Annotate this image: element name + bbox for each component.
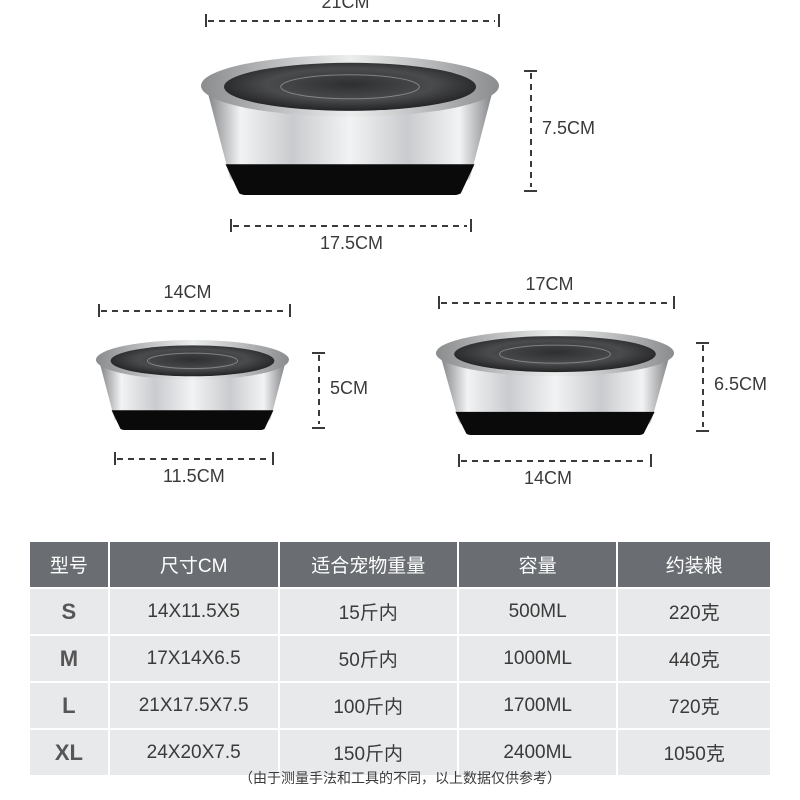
cell-1-1: 17X14X6.5 xyxy=(109,635,279,682)
cell-0-2: 15斤内 xyxy=(279,588,458,635)
cell-1-2: 50斤内 xyxy=(279,635,458,682)
cell-2-0: L xyxy=(29,682,109,729)
dim-label-small-bottom: 11.5CM xyxy=(163,466,225,487)
col-header-1: 尺寸CM xyxy=(109,541,279,588)
bowl-medium xyxy=(435,330,675,435)
cell-1-3: 1000ML xyxy=(458,635,618,682)
table-row: S14X11.5X515斤内500ML220克 xyxy=(29,588,771,635)
bowl-small xyxy=(95,340,290,430)
cell-0-3: 500ML xyxy=(458,588,618,635)
cell-0-0: S xyxy=(29,588,109,635)
dim-label-medium-top: 17CM xyxy=(526,274,574,295)
footnote: （由于测量手法和工具的不同，以上数据仅供参考） xyxy=(0,768,800,788)
cell-1-4: 440克 xyxy=(617,635,771,682)
dim-label-large-height: 7.5CM xyxy=(542,118,595,139)
cell-0-1: 14X11.5X5 xyxy=(109,588,279,635)
table-row: L21X17.5X7.5100斤内1700ML720克 xyxy=(29,682,771,729)
dim-label-small-top: 14CM xyxy=(164,282,212,303)
cell-1-0: M xyxy=(29,635,109,682)
col-header-2: 适合宠物重量 xyxy=(279,541,458,588)
dim-label-large-top: 21CM xyxy=(322,0,370,13)
dim-label-large-bottom: 17.5CM xyxy=(320,233,383,254)
cell-2-3: 1700ML xyxy=(458,682,618,729)
col-header-0: 型号 xyxy=(29,541,109,588)
table-row: M17X14X6.550斤内1000ML440克 xyxy=(29,635,771,682)
spec-table: 型号尺寸CM适合宠物重量容量约装粮S14X11.5X515斤内500ML220克… xyxy=(28,540,772,777)
diagram-area: 21CM 17.5CM 7.5CM 14CM 11.5CM 5CM xyxy=(0,0,800,535)
cell-2-4: 720克 xyxy=(617,682,771,729)
bowl-large xyxy=(200,55,500,195)
cell-0-4: 220克 xyxy=(617,588,771,635)
col-header-3: 容量 xyxy=(458,541,618,588)
dim-label-medium-bottom: 14CM xyxy=(524,468,572,489)
dim-label-medium-height: 6.5CM xyxy=(714,374,767,395)
cell-2-1: 21X17.5X7.5 xyxy=(109,682,279,729)
dim-label-small-height: 5CM xyxy=(330,378,368,399)
col-header-4: 约装粮 xyxy=(617,541,771,588)
cell-2-2: 100斤内 xyxy=(279,682,458,729)
